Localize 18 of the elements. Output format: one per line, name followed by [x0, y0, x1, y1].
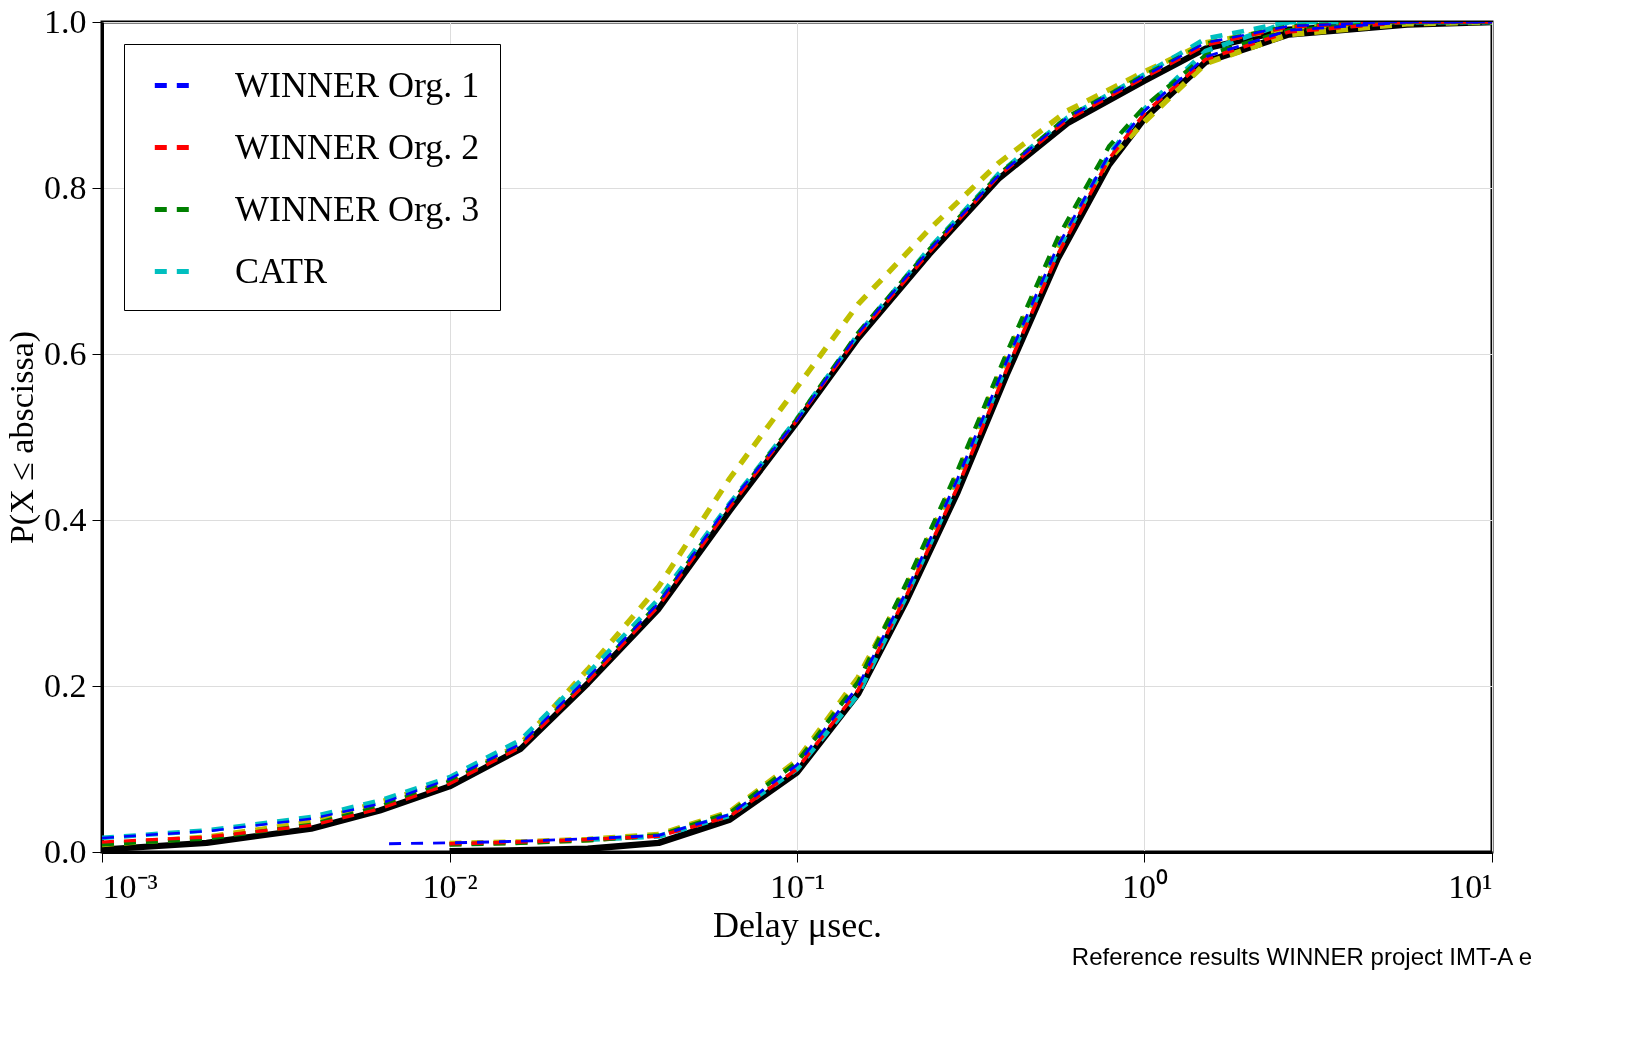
- x-tick-label: 10¹: [1448, 867, 1493, 905]
- y-tick-label: 0.8: [44, 168, 87, 206]
- x-axis-title: Delay μsec.: [712, 904, 883, 945]
- x-tick-label: 10⁰: [1122, 867, 1168, 905]
- y-tick-label: 0.4: [44, 500, 87, 538]
- legend-label: WINNER Org. 1: [235, 64, 480, 105]
- y-tick-label: 0.6: [44, 334, 87, 372]
- y-tick-label: 0.0: [44, 832, 87, 870]
- x-tick-label: 10⁻¹: [769, 867, 826, 905]
- y-tick-label: 0.2: [44, 666, 87, 704]
- y-tick-label: 1.0: [44, 2, 87, 40]
- y-axis-title: P(X ≤ abscissa): [3, 330, 41, 545]
- legend-label: WINNER Org. 2: [235, 126, 480, 167]
- x-tick-label: 10⁻²: [422, 867, 478, 905]
- legend-label: WINNER Org. 3: [235, 188, 480, 229]
- x-tick-label: 10⁻³: [102, 867, 158, 905]
- legend-label: CATR: [235, 250, 328, 291]
- text: Reference results WINNER project IMT-A e: [1071, 943, 1532, 970]
